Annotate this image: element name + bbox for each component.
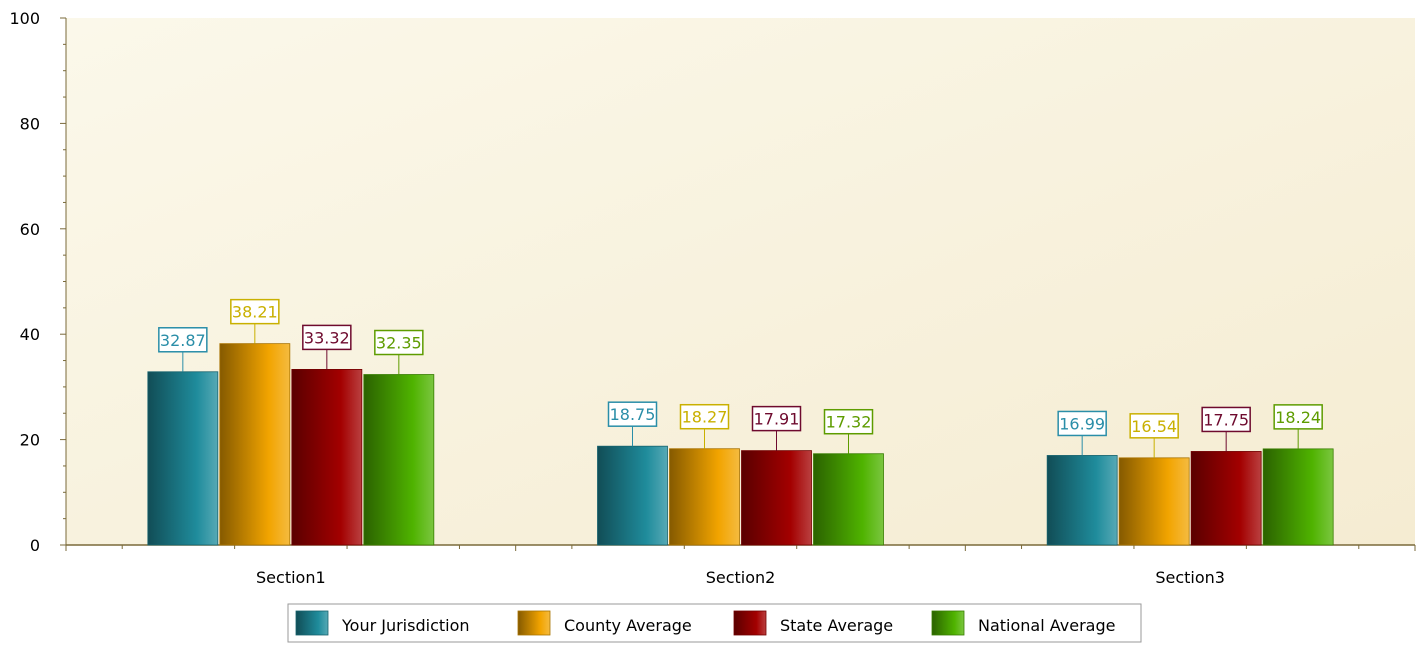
legend-box bbox=[287, 603, 1142, 643]
bar-state-average-section3 bbox=[1190, 451, 1262, 546]
data-label: 38.21 bbox=[232, 303, 278, 322]
bar-national-average-section1 bbox=[363, 374, 435, 546]
bar-state-average-section1 bbox=[291, 369, 363, 546]
y-axis: 0 20 40 60 80 100 bbox=[9, 9, 67, 555]
data-label-box bbox=[374, 329, 424, 356]
data-label-box bbox=[302, 324, 352, 351]
data-label: 18.24 bbox=[1275, 408, 1321, 427]
data-labels: 32.87 38.21 33.32 32.35 18.75 18.27 17.91 17.32… bbox=[158, 298, 1323, 458]
data-label: 16.99 bbox=[1059, 414, 1105, 433]
y-tick-label: 100 bbox=[9, 9, 40, 28]
data-label-box bbox=[1129, 413, 1179, 439]
data-label: 18.27 bbox=[682, 408, 728, 427]
data-label: 32.35 bbox=[376, 334, 422, 353]
bar-your-jurisdiction-section2 bbox=[597, 445, 668, 546]
y-tick-label: 60 bbox=[20, 220, 40, 239]
data-label-box bbox=[158, 327, 208, 353]
legend: Your Jurisdiction County Average State Ave… bbox=[287, 603, 1142, 643]
data-label-box bbox=[679, 403, 730, 430]
bar-your-jurisdiction-section1 bbox=[147, 371, 219, 546]
plot-area bbox=[66, 18, 1415, 545]
x-axis: Section1 Section2 Section3 bbox=[65, 544, 1416, 587]
data-label-box bbox=[751, 405, 802, 432]
legend-label: Your Jurisdiction bbox=[341, 616, 470, 635]
data-label: 18.75 bbox=[610, 405, 656, 424]
y-tick-label: 40 bbox=[20, 325, 40, 344]
data-label-box bbox=[1057, 410, 1107, 437]
bar-your-jurisdiction-section3 bbox=[1046, 455, 1118, 546]
data-label: 32.87 bbox=[160, 331, 206, 350]
data-label: 17.32 bbox=[826, 413, 872, 432]
legend-swatch bbox=[733, 610, 767, 636]
data-label-box bbox=[230, 298, 280, 325]
bars bbox=[147, 343, 1334, 546]
bar-national-average-section2 bbox=[813, 453, 884, 546]
legend-label: State Average bbox=[780, 616, 893, 635]
legend-label: National Average bbox=[978, 616, 1115, 635]
data-label-box bbox=[823, 408, 874, 435]
y-tick-label: 20 bbox=[20, 431, 40, 450]
x-tick-label: Section3 bbox=[1155, 568, 1225, 587]
y-tick-label: 80 bbox=[20, 114, 40, 133]
data-label-box bbox=[607, 401, 658, 427]
legend-swatch bbox=[517, 610, 551, 636]
legend-label: County Average bbox=[564, 616, 692, 635]
x-tick-label: Section1 bbox=[256, 568, 326, 587]
data-label: 16.54 bbox=[1131, 417, 1177, 436]
legend-swatch bbox=[931, 610, 965, 636]
data-label-box bbox=[1273, 404, 1323, 430]
data-label: 33.32 bbox=[304, 328, 350, 347]
bar-county-average-section3 bbox=[1118, 457, 1190, 546]
data-label-box bbox=[1201, 406, 1251, 433]
data-label: 17.91 bbox=[754, 410, 800, 429]
bar-state-average-section2 bbox=[741, 450, 812, 546]
x-tick-label: Section2 bbox=[706, 568, 776, 587]
bar-county-average-section1 bbox=[219, 343, 291, 546]
y-tick-label: 0 bbox=[30, 536, 40, 555]
data-label: 17.75 bbox=[1203, 410, 1249, 429]
bar-national-average-section3 bbox=[1262, 448, 1334, 546]
legend-swatch bbox=[295, 610, 329, 636]
bar-county-average-section2 bbox=[669, 448, 740, 546]
